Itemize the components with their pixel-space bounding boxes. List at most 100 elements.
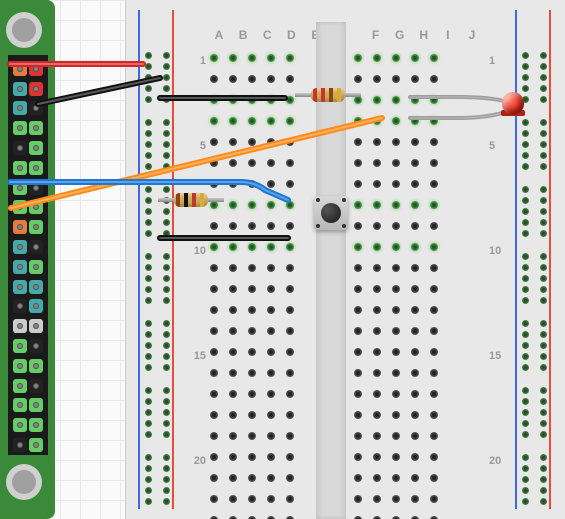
tie-hole[interactable]	[373, 390, 381, 398]
rail-hole[interactable]	[540, 487, 547, 494]
tie-hole[interactable]	[248, 75, 256, 83]
rail-hole[interactable]	[163, 364, 170, 371]
tie-hole[interactable]	[354, 432, 362, 440]
tie-hole[interactable]	[430, 138, 438, 146]
tie-hole[interactable]	[210, 117, 218, 125]
tie-hole[interactable]	[373, 243, 381, 251]
rail-hole[interactable]	[540, 297, 547, 304]
rail-hole[interactable]	[522, 476, 529, 483]
tie-hole[interactable]	[210, 54, 218, 62]
tie-hole[interactable]	[392, 243, 400, 251]
rail-hole[interactable]	[145, 130, 152, 137]
tie-hole[interactable]	[392, 453, 400, 461]
rail-hole[interactable]	[522, 52, 529, 59]
tie-hole[interactable]	[248, 264, 256, 272]
rail-hole[interactable]	[540, 208, 547, 215]
tie-hole[interactable]	[392, 180, 400, 188]
rail-hole[interactable]	[163, 264, 170, 271]
rail-hole[interactable]	[145, 420, 152, 427]
tie-hole[interactable]	[229, 222, 237, 230]
tie-hole[interactable]	[411, 75, 419, 83]
gpio-pad[interactable]	[13, 240, 27, 254]
tie-hole[interactable]	[430, 180, 438, 188]
rail-hole[interactable]	[540, 398, 547, 405]
tie-hole[interactable]	[248, 453, 256, 461]
tie-hole[interactable]	[411, 495, 419, 503]
gpio-pad[interactable]	[13, 181, 27, 195]
gpio-pad[interactable]	[13, 260, 27, 274]
tie-hole[interactable]	[286, 180, 294, 188]
rail-hole[interactable]	[522, 286, 529, 293]
rail-hole[interactable]	[145, 454, 152, 461]
gpio-pad[interactable]	[29, 398, 43, 412]
tie-hole[interactable]	[392, 96, 400, 104]
tie-hole[interactable]	[248, 243, 256, 251]
tie-hole[interactable]	[286, 348, 294, 356]
rail-hole[interactable]	[145, 253, 152, 260]
rail-hole[interactable]	[522, 219, 529, 226]
tie-hole[interactable]	[430, 96, 438, 104]
tie-hole[interactable]	[229, 201, 237, 209]
tie-hole[interactable]	[354, 54, 362, 62]
rail-hole[interactable]	[163, 465, 170, 472]
rail-hole[interactable]	[540, 197, 547, 204]
tie-hole[interactable]	[267, 159, 275, 167]
tie-hole[interactable]	[411, 201, 419, 209]
tie-hole[interactable]	[392, 474, 400, 482]
rail-hole[interactable]	[163, 342, 170, 349]
tie-hole[interactable]	[373, 327, 381, 335]
gpio-pad[interactable]	[29, 438, 43, 452]
tie-hole[interactable]	[430, 54, 438, 62]
tie-hole[interactable]	[267, 348, 275, 356]
tie-hole[interactable]	[248, 327, 256, 335]
rail-hole[interactable]	[522, 331, 529, 338]
tie-hole[interactable]	[430, 222, 438, 230]
tie-hole[interactable]	[229, 264, 237, 272]
resistor-1[interactable]	[295, 90, 361, 100]
rail-hole[interactable]	[522, 487, 529, 494]
tie-hole[interactable]	[210, 222, 218, 230]
gpio-pad[interactable]	[13, 438, 27, 452]
rail-hole[interactable]	[540, 498, 547, 505]
tie-hole[interactable]	[229, 474, 237, 482]
tie-hole[interactable]	[354, 348, 362, 356]
tie-hole[interactable]	[229, 180, 237, 188]
gpio-pad[interactable]	[29, 121, 43, 135]
tie-hole[interactable]	[354, 453, 362, 461]
tie-hole[interactable]	[411, 327, 419, 335]
tie-hole[interactable]	[248, 117, 256, 125]
rail-hole[interactable]	[145, 320, 152, 327]
gpio-pad[interactable]	[29, 161, 43, 175]
tie-hole[interactable]	[286, 138, 294, 146]
tie-hole[interactable]	[267, 432, 275, 440]
gpio-pad[interactable]	[13, 101, 27, 115]
rail-hole[interactable]	[522, 186, 529, 193]
tie-hole[interactable]	[430, 159, 438, 167]
tie-hole[interactable]	[229, 159, 237, 167]
tactile-switch[interactable]	[312, 194, 350, 232]
tie-hole[interactable]	[373, 117, 381, 125]
rail-hole[interactable]	[522, 320, 529, 327]
gpio-pad[interactable]	[29, 379, 43, 393]
tie-hole[interactable]	[354, 117, 362, 125]
gpio-pad[interactable]	[13, 319, 27, 333]
switch-actuator[interactable]	[321, 203, 341, 223]
tie-hole[interactable]	[392, 390, 400, 398]
rail-hole[interactable]	[163, 253, 170, 260]
tie-hole[interactable]	[286, 75, 294, 83]
rail-hole[interactable]	[522, 342, 529, 349]
tie-hole[interactable]	[267, 201, 275, 209]
tie-hole[interactable]	[392, 348, 400, 356]
tie-hole[interactable]	[210, 243, 218, 251]
rail-hole[interactable]	[163, 163, 170, 170]
tie-hole[interactable]	[373, 222, 381, 230]
rail-hole[interactable]	[522, 230, 529, 237]
rail-hole[interactable]	[540, 141, 547, 148]
tie-hole[interactable]	[210, 96, 218, 104]
tie-hole[interactable]	[373, 348, 381, 356]
tie-hole[interactable]	[411, 243, 419, 251]
rail-hole[interactable]	[145, 487, 152, 494]
tie-hole[interactable]	[286, 117, 294, 125]
tie-hole[interactable]	[430, 453, 438, 461]
gpio-pad[interactable]	[29, 82, 43, 96]
